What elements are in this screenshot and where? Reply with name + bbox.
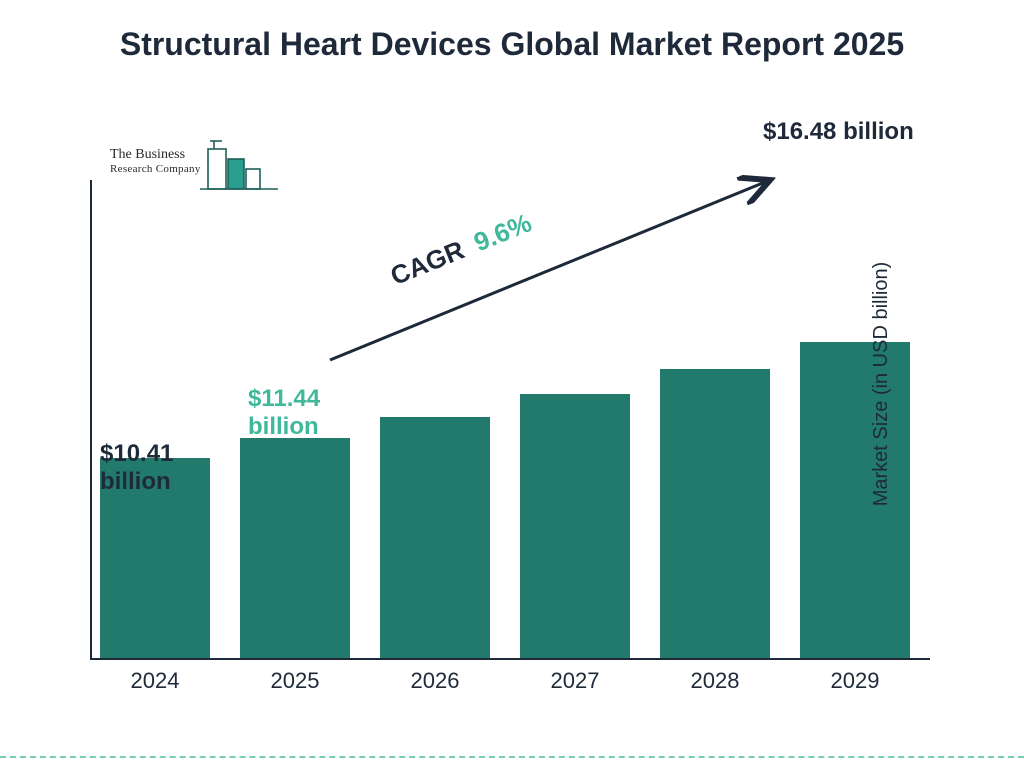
value-label-2025: $11.44 billion [248, 385, 320, 440]
xlabel-2029: 2029 [800, 668, 910, 694]
value-label-2029-amount: $16.48 billion [763, 118, 914, 146]
bar-2028 [660, 369, 770, 658]
bar-chart: 2024 2025 2026 2027 2028 2029 [90, 180, 920, 700]
bar-2025 [240, 438, 350, 658]
value-label-2025-unit: billion [248, 413, 320, 441]
bar-2027 [520, 394, 630, 658]
value-label-2024-amount: $10.41 [100, 440, 173, 468]
value-label-2025-amount: $11.44 [248, 385, 320, 413]
y-axis [90, 180, 92, 660]
xlabel-2024: 2024 [100, 668, 210, 694]
xlabel-2025: 2025 [240, 668, 350, 694]
canvas: Structural Heart Devices Global Market R… [0, 0, 1024, 768]
xlabel-2028: 2028 [660, 668, 770, 694]
logo-line2: Research Company [110, 163, 201, 175]
logo-line1: The Business [110, 147, 201, 163]
xlabel-2027: 2027 [520, 668, 630, 694]
y-axis-label: Market Size (in USD billion) [870, 262, 893, 507]
chart-title: Structural Heart Devices Global Market R… [0, 24, 1024, 64]
value-label-2029: $16.48 billion [763, 118, 914, 146]
value-label-2024-unit: billion [100, 468, 173, 496]
xlabel-2026: 2026 [380, 668, 490, 694]
bar-2029 [800, 342, 910, 658]
value-label-2024: $10.41 billion [100, 440, 173, 495]
logo-text: The Business Research Company [110, 147, 201, 175]
x-axis [90, 658, 930, 660]
footer-dashed-line [0, 756, 1024, 758]
bar-2026 [380, 417, 490, 658]
